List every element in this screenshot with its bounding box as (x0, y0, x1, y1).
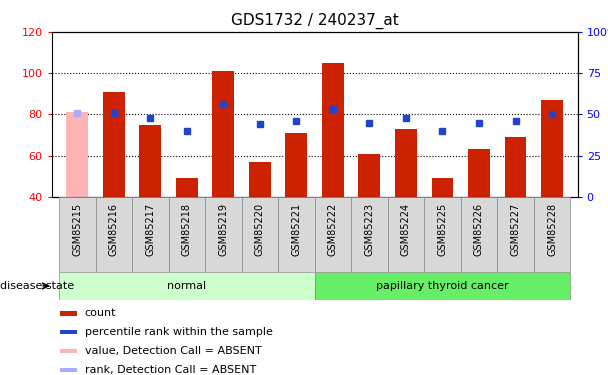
Text: normal: normal (167, 281, 206, 291)
Bar (60, 349, 77, 353)
Bar (60, 311, 77, 316)
Bar (461, 197, 497, 272)
Text: GSM85227: GSM85227 (511, 203, 520, 256)
Bar (424, 197, 461, 272)
Bar (322, 63, 344, 197)
Bar (395, 129, 417, 197)
Bar (95, 197, 132, 272)
Text: GSM85228: GSM85228 (547, 203, 557, 256)
Text: disease state: disease state (0, 281, 74, 291)
Text: count: count (85, 309, 116, 318)
Text: GSM85221: GSM85221 (291, 203, 302, 256)
Bar (285, 133, 307, 197)
Text: GSM85220: GSM85220 (255, 203, 265, 256)
Text: GSM85218: GSM85218 (182, 203, 192, 256)
Text: GSM85223: GSM85223 (364, 203, 375, 256)
Bar (432, 178, 454, 197)
Text: GSM85217: GSM85217 (145, 203, 155, 256)
Bar (139, 124, 161, 197)
Bar (103, 92, 125, 197)
Bar (59, 197, 95, 272)
Bar (241, 197, 278, 272)
Text: GSM85222: GSM85222 (328, 203, 338, 256)
Title: GDS1732 / 240237_at: GDS1732 / 240237_at (231, 13, 398, 29)
Bar (176, 178, 198, 197)
Bar (168, 197, 205, 272)
Bar (278, 197, 315, 272)
Bar (497, 197, 534, 272)
Bar (60, 368, 77, 372)
Bar (534, 197, 570, 272)
Bar (468, 149, 490, 197)
Text: GSM85216: GSM85216 (109, 203, 119, 256)
Text: GSM85225: GSM85225 (438, 203, 447, 256)
Text: value, Detection Call = ABSENT: value, Detection Call = ABSENT (85, 346, 261, 356)
Bar (315, 272, 570, 300)
Text: rank, Detection Call = ABSENT: rank, Detection Call = ABSENT (85, 365, 256, 375)
Bar (59, 272, 315, 300)
Text: GSM85215: GSM85215 (72, 203, 82, 256)
Bar (205, 197, 241, 272)
Text: GSM85219: GSM85219 (218, 203, 229, 256)
Text: GSM85224: GSM85224 (401, 203, 411, 256)
Text: papillary thyroid cancer: papillary thyroid cancer (376, 281, 509, 291)
Bar (388, 197, 424, 272)
Bar (249, 162, 271, 197)
Bar (66, 112, 88, 197)
Text: GSM85226: GSM85226 (474, 203, 484, 256)
Bar (505, 137, 527, 197)
Text: percentile rank within the sample: percentile rank within the sample (85, 327, 272, 337)
Bar (132, 197, 168, 272)
Bar (315, 197, 351, 272)
Bar (60, 330, 77, 334)
Bar (541, 100, 563, 197)
Bar (351, 197, 388, 272)
Bar (359, 154, 381, 197)
Bar (212, 71, 234, 197)
